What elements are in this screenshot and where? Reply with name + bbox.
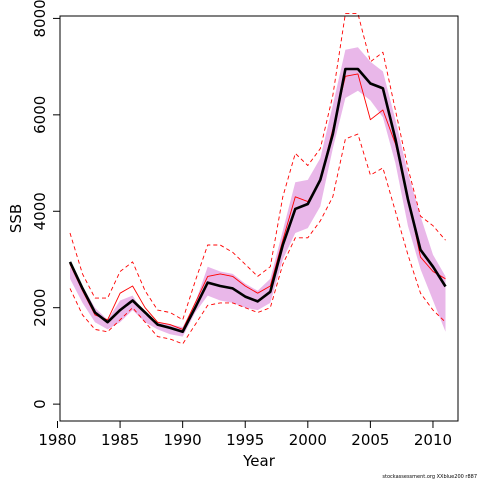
- x-tick-label: 1995: [226, 431, 264, 449]
- plot-frame: [59, 15, 459, 422]
- y-axis-title: SSB: [7, 204, 25, 233]
- x-tick-label: 1985: [101, 431, 139, 449]
- series-line-central: [68, 67, 447, 334]
- series-line-estimate: [69, 73, 446, 330]
- x-tick-label: 2010: [414, 431, 452, 449]
- y-tick-label: 4000: [31, 192, 49, 230]
- x-tick-label: 2005: [351, 431, 389, 449]
- x-tick-label: 1990: [164, 431, 202, 449]
- y-tick-label: 8000: [31, 0, 49, 37]
- y-axis: 0 2000 4000 6000 8000: [31, 0, 60, 409]
- series-line-estimate-upper: [69, 13, 446, 321]
- x-axis: 1980 1985 1990 1995 2000 2005 2010: [38, 421, 452, 449]
- x-tick-label: 1980: [38, 431, 76, 449]
- y-tick-label: 0: [31, 399, 49, 409]
- footer-credit: stockassessment.org XXblue200 r887: [382, 474, 477, 480]
- x-axis-title: Year: [242, 452, 276, 470]
- x-tick-label: 2000: [289, 431, 327, 449]
- series-layer: [68, 13, 447, 345]
- y-tick-label: 2000: [31, 289, 49, 327]
- y-tick-label: 6000: [31, 96, 49, 134]
